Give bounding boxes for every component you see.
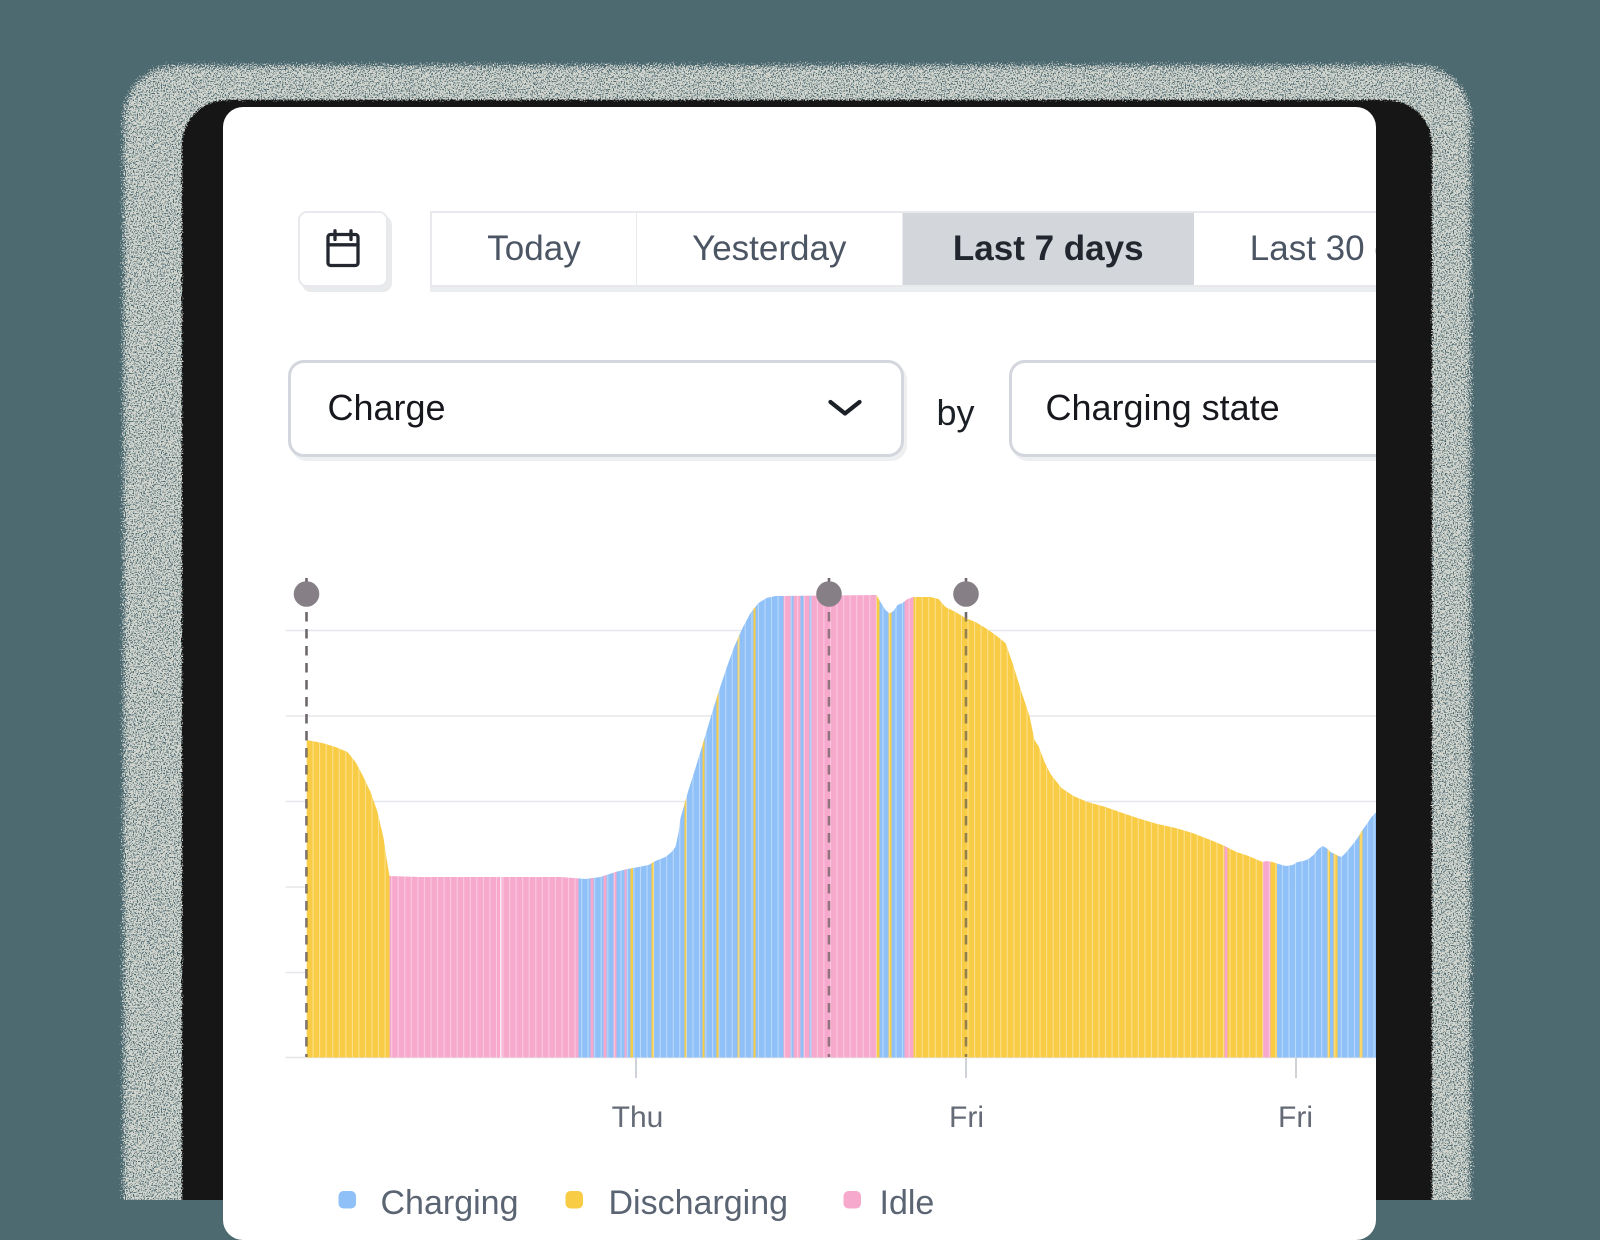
svg-text:Fri: Fri — [1278, 1101, 1313, 1134]
svg-text:Thu: Thu — [611, 1101, 663, 1134]
svg-text:Charging: Charging — [380, 1184, 518, 1222]
svg-text:Fri: Fri — [949, 1101, 984, 1134]
svg-text:Idle: Idle — [879, 1184, 934, 1222]
svg-text:Discharging: Discharging — [608, 1184, 788, 1222]
